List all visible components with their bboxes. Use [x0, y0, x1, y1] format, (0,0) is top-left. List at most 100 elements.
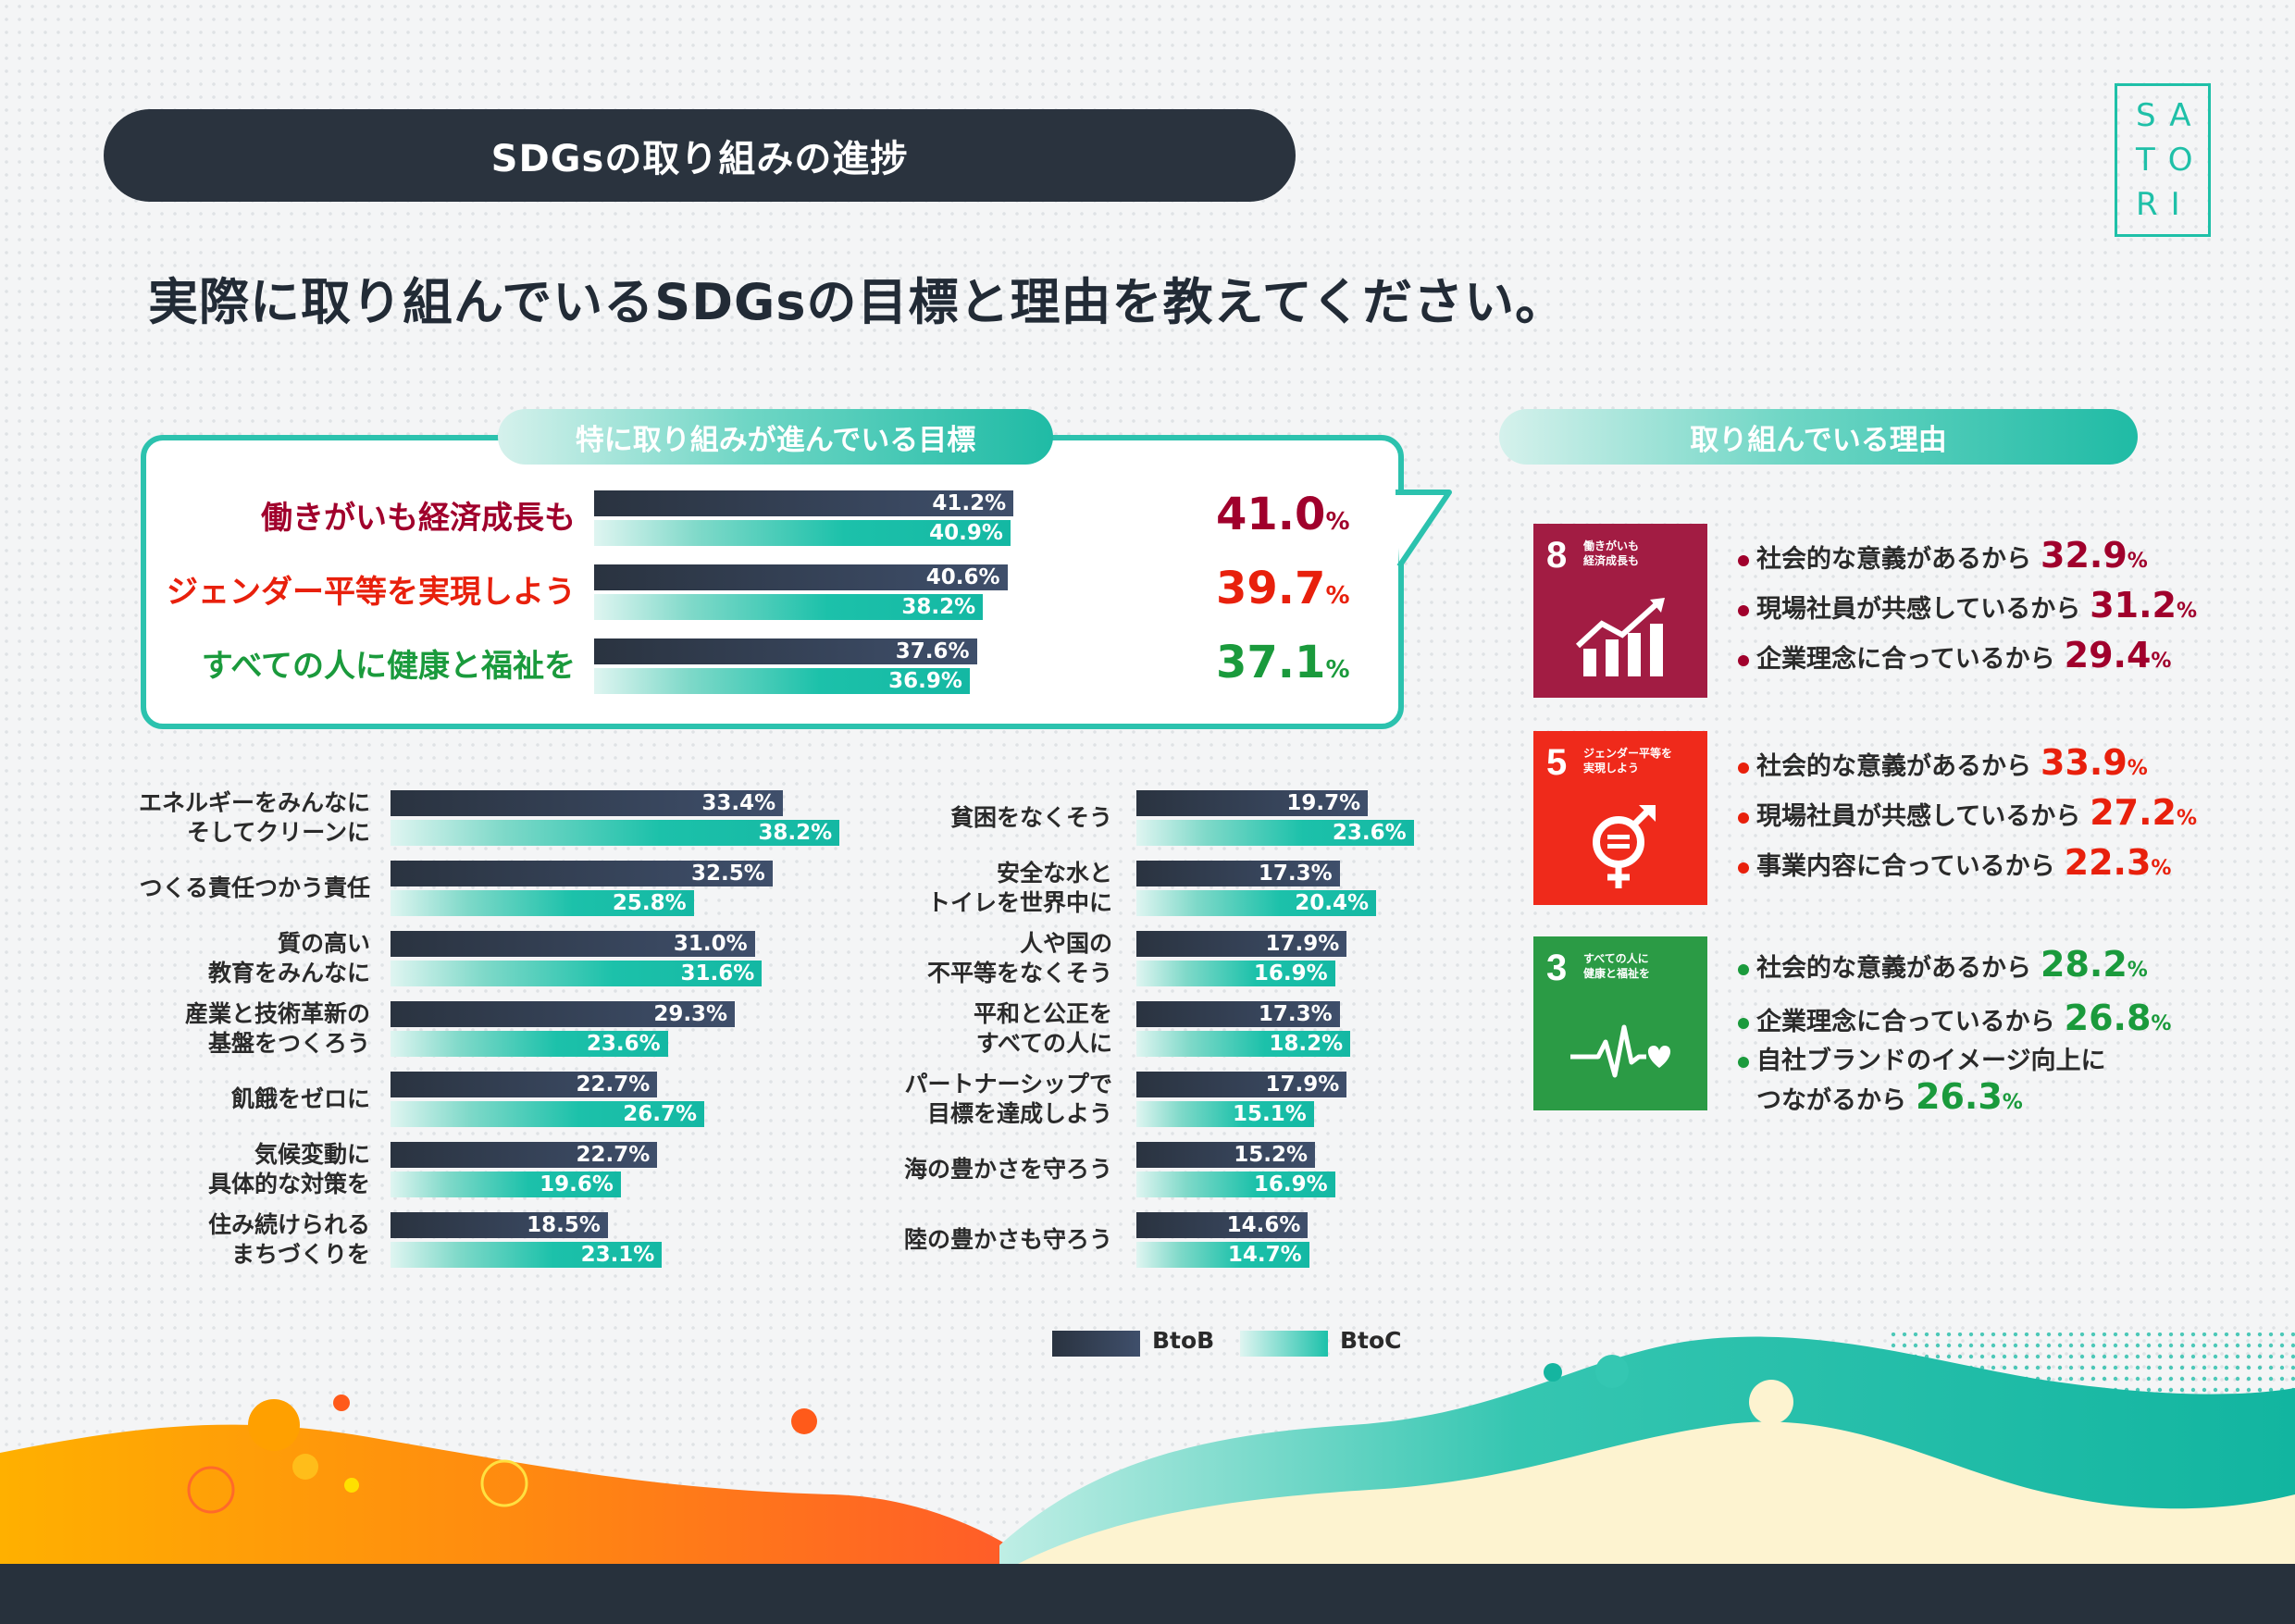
reason-label: 社会的な意義があるから: [1756, 752, 2031, 781]
reason-percent: 22.3%: [2065, 842, 2172, 883]
heartbeat-icon: [1570, 1024, 1671, 1078]
featured-goal-total-value: 37.1: [1216, 637, 1326, 688]
reason-label: 自社ブランドのイメージ向上に: [1756, 1047, 2106, 1075]
bar-btob: 40.6%: [594, 564, 1008, 590]
featured-goal-total-unit: %: [1325, 582, 1350, 610]
reason-item: 社会的な意義があるから 32.9%: [1738, 535, 2148, 576]
left-goals-chart: エネルギーをみんなに そしてクリーンに 33.4% 38.2% つくる責任つかう責任 3…: [0, 777, 962, 1277]
reason-item: 企業理念に合っているから 29.4%: [1738, 635, 2171, 676]
bar-btoc: 16.9%: [1136, 1172, 1335, 1197]
featured-goal-total: 41.0%: [1216, 489, 1350, 540]
reason-percent: 26.8%: [2065, 998, 2172, 1038]
goal-label: 質の高い 教育をみんなに: [207, 930, 370, 986]
reason-item: 企業理念に合っているから 26.8%: [1738, 998, 2171, 1038]
sdg-goal-title: すべての人に 健康と福祉を: [1583, 952, 1651, 980]
bar-btob: 37.6%: [594, 638, 977, 664]
page-title: SDGsの取り組みの進捗: [104, 109, 1296, 202]
goal-label: エネルギーをみんなに そしてクリーンに: [138, 789, 370, 846]
goal-label: 人や国の 不平等をなくそう: [926, 930, 1112, 986]
reason-percent-value: 26.3: [1916, 1076, 2003, 1117]
reason-percent-value: 22.3: [2064, 842, 2152, 883]
goal-label: 安全な水と トイレを世界中に: [926, 860, 1112, 916]
bullet-dot: [1738, 554, 1749, 566]
featured-goal-label: ジェンダー平等を実現しよう: [167, 574, 576, 611]
reason-percent: 26.3%: [1916, 1076, 2023, 1117]
legend-btob-label: BtoB: [1152, 1327, 1215, 1354]
sdg-goal-title: ジェンダー平等を 実現しよう: [1583, 747, 1673, 775]
footer-bar: [0, 1564, 2295, 1624]
reason-percent-value: 31.2: [2090, 585, 2177, 626]
bar-btoc: 15.1%: [1136, 1101, 1314, 1127]
legend-btoc-swatch: [1240, 1331, 1328, 1357]
featured-goal-label: すべての人に健康と福祉を: [201, 648, 576, 685]
reason-item: 現場社員が共感しているから 27.2%: [1738, 792, 2197, 833]
bar-btob: 33.4%: [391, 790, 784, 816]
bar-btob: 17.3%: [1136, 1001, 1340, 1027]
reason-label: 社会的な意義があるから: [1756, 954, 2031, 983]
goal-label: 平和と公正を すべての人に: [973, 1000, 1112, 1057]
reason-percent-unit: %: [2151, 857, 2172, 880]
reason-percent: 31.2%: [2090, 585, 2197, 626]
bar-btoc: 23.6%: [391, 1031, 668, 1057]
bullet-dot: [1738, 1056, 1749, 1068]
featured-goal-total-unit: %: [1325, 656, 1350, 684]
reason-percent-value: 32.9: [2041, 535, 2128, 576]
featured-goal-total: 37.1%: [1216, 637, 1350, 688]
reason-label: 事業内容に合っているから: [1756, 852, 2055, 881]
bar-btob: 18.5%: [391, 1212, 608, 1238]
bar-btoc: 36.9%: [594, 668, 970, 694]
bar-btoc: 31.6%: [391, 961, 763, 986]
goal-label: 貧困をなくそう: [949, 804, 1112, 831]
bar-btob: 19.7%: [1136, 790, 1369, 816]
bar-btob: 29.3%: [391, 1001, 736, 1027]
reason-label: 現場社員が共感しているから: [1756, 802, 2081, 831]
bullet-dot: [1738, 762, 1749, 774]
bar-btob: 22.7%: [391, 1142, 658, 1168]
bar-btoc: 23.1%: [391, 1242, 663, 1268]
reason-percent-unit: %: [2127, 959, 2148, 982]
bullet-dot: [1738, 604, 1749, 616]
goal-label: 住み続けられる まちづくりを: [207, 1211, 370, 1268]
reasons-title: 取り組んでいる理由: [1499, 409, 2138, 465]
sdg-goal-title: 働きがいも 経済成長も: [1583, 539, 1640, 567]
survey-question: 実際に取り組んでいるSDGsの目標と理由を教えてください。: [148, 273, 1567, 331]
bullet-dot: [1738, 812, 1749, 824]
featured-goal-label: 働きがいも経済成長も: [261, 500, 576, 537]
goal-label: 産業と技術革新の 基盤をつくろう: [184, 1000, 370, 1057]
bar-btoc: 23.6%: [1136, 820, 1414, 846]
bar-btoc: 38.2%: [391, 820, 840, 846]
sdg-goal-number: 5: [1546, 742, 1568, 783]
reason-label: 企業理念に合っているから: [1756, 645, 2055, 674]
featured-goal-total-unit: %: [1325, 508, 1350, 536]
bar-btoc: 18.2%: [1136, 1031, 1351, 1057]
bar-btob: 22.7%: [391, 1072, 658, 1097]
bullet-dot: [1738, 1017, 1749, 1029]
goal-label: 陸の豊かさも守ろう: [903, 1226, 1112, 1253]
reason-label: 現場社員が共感しているから: [1756, 595, 2081, 624]
goal-label: つくる責任つかう責任: [139, 874, 370, 901]
featured-goals-title: 特に取り組みが進んでいる目標: [498, 409, 1053, 465]
reason-label: 社会的な意義があるから: [1756, 545, 2031, 574]
legend-btob-swatch: [1052, 1331, 1140, 1357]
reason-percent-unit: %: [2151, 1012, 2172, 1035]
reason-label: 企業理念に合っているから: [1756, 1008, 2055, 1036]
reason-percent: 27.2%: [2090, 792, 2197, 833]
speech-tail-icon: [1396, 490, 1452, 568]
reason-percent: 28.2%: [2041, 944, 2148, 985]
reason-percent-unit: %: [2127, 757, 2148, 780]
bar-btob: 17.9%: [1136, 1072, 1347, 1097]
reason-label-cont: つながるから: [1756, 1086, 1906, 1115]
reason-percent-value: 29.4: [2064, 635, 2152, 676]
reason-percent-unit: %: [2176, 807, 2198, 830]
bar-btob: 41.2%: [594, 490, 1014, 516]
bar-btob: 17.3%: [1136, 861, 1340, 886]
featured-goal-total-value: 41.0: [1216, 489, 1326, 540]
reason-percent-unit: %: [2127, 550, 2148, 573]
sdg-goal-card: 5 ジェンダー平等を 実現しよう: [1533, 731, 1707, 905]
reason-percent-value: 28.2: [2041, 944, 2128, 985]
bar-btob: 17.9%: [1136, 931, 1347, 957]
bar-btoc: 16.9%: [1136, 961, 1335, 986]
reason-percent-value: 33.9: [2041, 742, 2128, 783]
reason-percent-value: 26.8: [2064, 998, 2152, 1038]
